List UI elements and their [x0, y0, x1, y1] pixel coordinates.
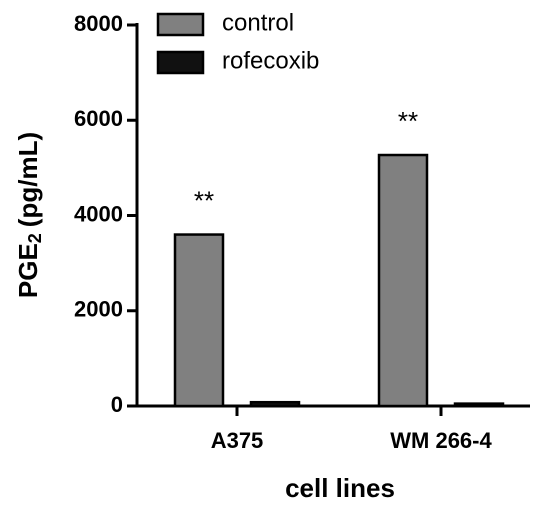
x-axis-title: cell lines — [285, 473, 395, 503]
bar — [377, 153, 429, 408]
annotation: ** — [398, 106, 418, 136]
y-title-main: PGE — [13, 243, 43, 298]
x-tick-label: A375 — [211, 428, 264, 453]
y-tick-label: 4000 — [74, 201, 123, 226]
y-tick-label: 0 — [111, 392, 123, 417]
legend-swatch — [156, 12, 205, 37]
y-tick-label: 2000 — [74, 297, 123, 322]
bar — [173, 233, 225, 408]
bar — [249, 400, 301, 408]
y-tick-label: 8000 — [74, 11, 123, 36]
y-title-unit: (pg/mL) — [13, 132, 43, 227]
x-tick-label: WM 266-4 — [390, 428, 492, 453]
annotation: ** — [194, 185, 214, 215]
legend-swatch — [156, 50, 205, 75]
legend-label: rofecoxib — [222, 47, 319, 74]
y-axis-title: PGE2 (pg/mL) — [13, 132, 45, 298]
y-tick-label: 6000 — [74, 106, 123, 131]
bar — [453, 402, 505, 408]
legend-label: control — [222, 9, 294, 36]
y-title-sub: 2 — [25, 233, 45, 243]
